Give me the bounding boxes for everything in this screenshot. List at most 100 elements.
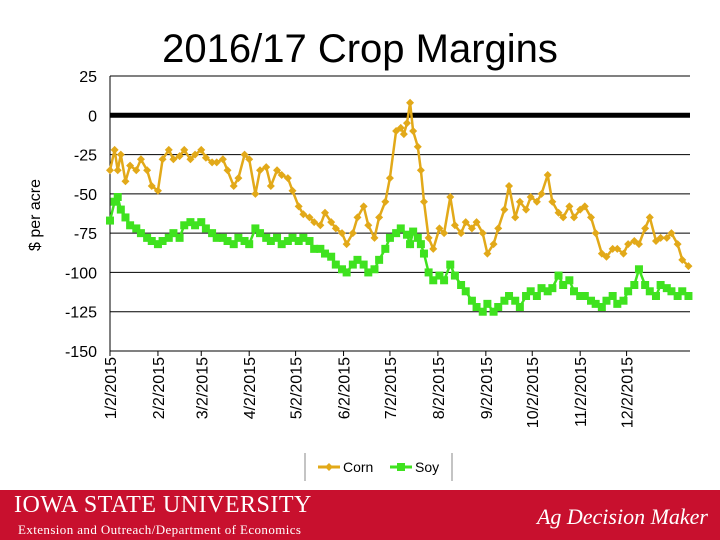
soy-point [576, 292, 585, 300]
soy-point [483, 299, 492, 308]
corn-point [299, 210, 308, 219]
soy-point [288, 233, 297, 242]
soy-point [597, 303, 606, 311]
y-tick-label: 25 [79, 69, 97, 86]
soy-point [532, 292, 541, 300]
corn-point [158, 155, 167, 164]
soy-point [158, 237, 167, 245]
soy-point [489, 307, 498, 316]
soy-point [126, 221, 135, 230]
corn-point [613, 244, 622, 253]
corn-point [478, 229, 487, 238]
soy-point [169, 229, 178, 238]
corn-point [467, 224, 476, 233]
soy-point [515, 303, 524, 311]
corn-point [532, 197, 541, 206]
corn-point [348, 229, 357, 238]
corn-point [364, 221, 373, 230]
footer-banner: IOWA STATE UNIVERSITY Extension and Outr… [0, 490, 720, 540]
corn-point [641, 224, 650, 233]
soy-point [413, 233, 422, 242]
corn-point [136, 155, 145, 164]
legend-soy-marker [397, 463, 405, 471]
corn-point [359, 202, 368, 211]
soy-point [175, 233, 184, 242]
corn-point [229, 182, 238, 190]
corn-point [212, 158, 221, 167]
soy-point [602, 296, 611, 305]
corn-point [234, 174, 243, 183]
soy-point [191, 221, 200, 230]
chart-title: 2016/17 Crop Margins [162, 27, 558, 71]
corn-point [450, 221, 459, 230]
soy-point [419, 249, 428, 258]
soy-point [234, 233, 243, 242]
soy-point [554, 271, 563, 280]
corn-point [406, 98, 415, 107]
corn-point [435, 224, 444, 233]
y-tick-label: 0 [88, 108, 97, 125]
corn-point [143, 166, 152, 175]
corn-point [409, 127, 418, 135]
soy-point [570, 287, 578, 296]
soy-point [106, 216, 114, 225]
soy-point [608, 292, 617, 300]
soy-point [645, 287, 654, 296]
department-text: Extension and Outreach/Department of Eco… [18, 522, 302, 537]
soy-point [305, 237, 314, 245]
corn-point [472, 218, 481, 227]
corn-point [489, 240, 498, 249]
corn-point [251, 189, 260, 198]
soy-point [409, 227, 418, 236]
soy-point [266, 237, 275, 245]
corn-point [201, 153, 210, 162]
corn-point [554, 208, 563, 217]
corn-point [673, 240, 682, 249]
soy-point [662, 284, 671, 293]
y-tick-labels: 25 0 -25 -50 -75 -100 -125 -150 [65, 69, 97, 361]
soy-point [331, 260, 340, 269]
corn-point [218, 155, 227, 164]
soy-point [113, 193, 122, 201]
soy-point [164, 233, 173, 242]
soy-point [656, 281, 665, 289]
soy-point [461, 287, 470, 296]
soy-point [327, 252, 336, 261]
soy-point [338, 265, 346, 274]
soy-point [342, 268, 351, 277]
soy-point [565, 276, 574, 285]
corn-point [342, 240, 351, 249]
soy-point [143, 233, 152, 242]
soy-point [116, 205, 125, 214]
legend-corn-label: Corn [343, 459, 373, 475]
soy-point [262, 233, 271, 242]
corn-point [591, 229, 600, 238]
corn-point [191, 150, 200, 159]
soy-point [375, 255, 384, 264]
corn-point [121, 177, 130, 186]
soy-point [619, 296, 628, 305]
soy-point [678, 287, 687, 296]
x-tick-label: 3/2/2015 [194, 357, 211, 419]
corn-point [440, 229, 449, 238]
soy-point [630, 281, 639, 289]
series-layer [106, 98, 693, 316]
x-tick-label: 1/2/2015 [103, 357, 120, 419]
soy-point [153, 240, 162, 249]
soy-point [245, 240, 254, 249]
soy-point [494, 303, 503, 311]
soy-point [273, 233, 282, 242]
soy-point [201, 224, 210, 233]
corn-point [543, 171, 552, 179]
soy-point [505, 292, 514, 300]
soy-point [624, 287, 633, 296]
soy-point [353, 255, 362, 264]
corn-point [416, 166, 425, 175]
corn-point [624, 240, 633, 249]
corn-point [608, 244, 617, 253]
soy-point [218, 233, 227, 242]
soy-point [587, 296, 596, 305]
soy-point [348, 260, 357, 269]
corn-point [419, 197, 428, 206]
corn-point [602, 252, 611, 261]
